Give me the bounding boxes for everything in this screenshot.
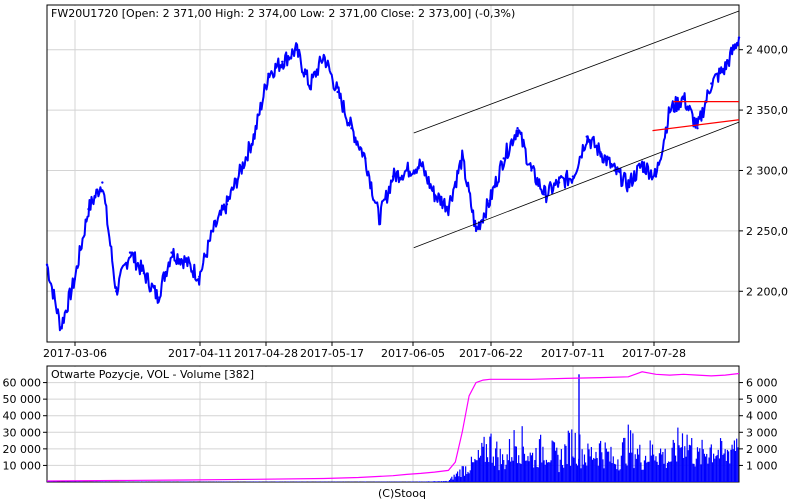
price-point	[640, 163, 644, 166]
price-point	[142, 271, 146, 275]
price-point	[115, 290, 118, 293]
x-tick-label: 2017-03-06	[43, 347, 107, 360]
volume-left-tick-label: 10 000	[3, 459, 42, 472]
price-title-bg	[49, 6, 469, 20]
price-point	[696, 127, 699, 130]
volume-left-tick-label: 40 000	[3, 410, 42, 423]
volume-left-tick-label: 20 000	[3, 443, 42, 456]
price-point	[239, 169, 242, 172]
volume-right-tick-label: 2 000	[746, 443, 778, 456]
price-point	[128, 251, 132, 254]
x-axis-labels: 2017-03-06 2017-04-11 2017-04-28 2017-05-17…	[43, 342, 686, 360]
price-point	[571, 175, 575, 178]
price-point	[447, 205, 450, 208]
price-point	[419, 163, 422, 166]
volume-title-bg	[49, 367, 297, 381]
price-point	[668, 108, 671, 112]
volume-right-tick-label: 5 000	[746, 393, 778, 406]
open-interest-line-path	[46, 371, 740, 482]
volume-right-tick-label: 3 000	[746, 426, 778, 439]
price-point	[405, 169, 409, 172]
volume-right-ticks: 1 000 2 000 3 000 4 000 5 000 6 000	[739, 377, 778, 472]
price-point	[599, 151, 602, 154]
volume-left-tick-label: 30 000	[3, 426, 42, 439]
price-point	[322, 54, 325, 57]
volume-bars	[46, 374, 739, 482]
price-point	[530, 169, 533, 172]
x-tick-label: 2017-04-11	[168, 347, 232, 360]
price-point	[225, 203, 229, 206]
price-y-ticks: 2 200,0 2 250,0 2 300,0 2 350,0 2 400,0	[739, 44, 788, 298]
price-point	[267, 72, 270, 76]
price-point	[73, 277, 76, 281]
price-y-tick-label: 2 400,0	[746, 44, 788, 57]
price-point	[585, 135, 588, 138]
volume-right-tick-label: 4 000	[746, 410, 778, 423]
volume-left-ticks: 10 000 20 000 30 000 40 000 50 000 60 000	[3, 377, 47, 472]
price-point	[156, 296, 159, 299]
price-point	[350, 127, 353, 130]
price-point	[87, 207, 90, 211]
volume-left-tick-label: 50 000	[3, 393, 42, 406]
price-point	[59, 326, 63, 329]
x-tick-label: 2017-07-28	[622, 347, 686, 360]
price-y-tick-label: 2 350,0	[746, 104, 788, 117]
support-line	[652, 119, 740, 132]
price-point	[433, 193, 436, 196]
price-point	[364, 157, 367, 160]
price-y-tick-label: 2 250,0	[746, 225, 788, 238]
price-point	[198, 275, 201, 278]
price-point	[474, 229, 478, 233]
price-point	[654, 175, 658, 178]
price-point	[253, 133, 256, 136]
price-point	[502, 157, 505, 160]
price-point	[516, 127, 519, 130]
price-series	[45, 36, 741, 332]
price-y-tick-label: 2 300,0	[746, 164, 788, 177]
price-annotations	[413, 10, 740, 249]
volume-title: Otwarte Pozycje, VOL - Volume [382]	[51, 368, 254, 381]
open-interest-line	[46, 371, 740, 482]
price-point	[294, 48, 298, 51]
price-title: FW20U1720 [Open: 2 371,00 High: 2 374,00…	[51, 7, 515, 20]
volume-left-tick-label: 60 000	[3, 377, 42, 390]
price-point	[170, 251, 173, 254]
x-tick-label: 2017-06-05	[381, 347, 445, 360]
price-point	[308, 84, 312, 88]
price-point	[336, 90, 339, 94]
price-point	[45, 263, 49, 266]
x-tick-label: 2017-07-11	[541, 347, 605, 360]
price-point	[184, 259, 187, 263]
x-tick-label: 2017-06-22	[459, 347, 523, 360]
price-point	[723, 66, 727, 70]
price-point	[737, 36, 741, 39]
price-y-tick-label: 2 200,0	[746, 285, 788, 298]
price-point	[544, 193, 547, 196]
x-tick-label: 2017-05-17	[300, 347, 364, 360]
footer-credit: (C)Stooq	[378, 487, 426, 500]
x-tick-label: 2017-04-28	[234, 347, 298, 360]
price-point	[710, 82, 713, 85]
price-point	[627, 183, 630, 187]
price-point	[488, 199, 492, 202]
price-point	[101, 181, 104, 184]
price-point	[461, 157, 464, 160]
price-line	[46, 37, 740, 332]
price-point	[557, 181, 561, 184]
channel-line	[413, 10, 740, 134]
channel-line	[413, 121, 740, 249]
price-point	[211, 229, 215, 233]
price-point	[391, 175, 395, 178]
price-panel-frame	[46, 4, 740, 343]
price-point	[281, 60, 284, 63]
volume-right-tick-label: 1 000	[746, 459, 778, 472]
price-point	[377, 217, 381, 220]
volume-right-tick-label: 6 000	[746, 377, 778, 390]
price-point	[682, 96, 685, 100]
